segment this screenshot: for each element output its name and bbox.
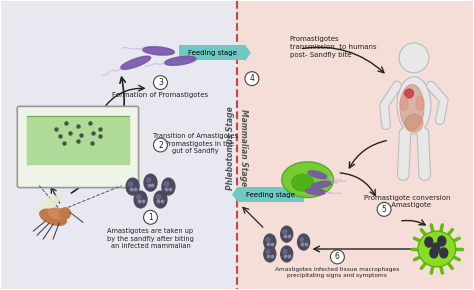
Bar (409, 71, 419, 83)
Text: 5: 5 (382, 205, 387, 214)
Bar (1, 1, 237, 289)
Ellipse shape (397, 77, 431, 134)
Text: Amastigotes are taken up
by the sandfly after biting
an infected mammalian: Amastigotes are taken up by the sandfly … (107, 228, 194, 249)
Ellipse shape (264, 246, 276, 262)
Ellipse shape (120, 56, 151, 69)
Circle shape (144, 210, 157, 224)
Ellipse shape (282, 162, 333, 197)
Ellipse shape (404, 89, 413, 98)
Text: Transition of Amastigotes
to Promastigotes in the
gut of Sandfly: Transition of Amastigotes to Promastigot… (153, 133, 238, 154)
Ellipse shape (312, 181, 331, 188)
Circle shape (154, 138, 167, 152)
Text: Feeding stage: Feeding stage (246, 191, 295, 197)
Ellipse shape (154, 191, 167, 208)
Ellipse shape (416, 97, 424, 110)
Ellipse shape (164, 56, 196, 65)
Ellipse shape (440, 248, 448, 258)
Text: 2: 2 (158, 140, 163, 150)
Polygon shape (232, 186, 238, 203)
Circle shape (330, 250, 345, 264)
Bar (237, 1, 473, 289)
FancyBboxPatch shape (238, 187, 304, 202)
Ellipse shape (292, 174, 313, 191)
Text: 3: 3 (158, 78, 163, 87)
Ellipse shape (281, 246, 292, 262)
Text: Feeding stage: Feeding stage (188, 50, 237, 56)
Polygon shape (245, 45, 251, 61)
Ellipse shape (308, 171, 327, 179)
Ellipse shape (144, 174, 157, 191)
Text: Promastigotes
transmission  to humans
post- Sandfly bite: Promastigotes transmission to humans pos… (290, 36, 376, 58)
Ellipse shape (306, 188, 326, 195)
Ellipse shape (430, 248, 438, 258)
Ellipse shape (128, 182, 133, 186)
Text: 4: 4 (249, 74, 255, 83)
Ellipse shape (425, 237, 433, 247)
Circle shape (154, 76, 167, 90)
Ellipse shape (162, 178, 175, 195)
Ellipse shape (143, 47, 174, 55)
Ellipse shape (40, 209, 66, 225)
FancyBboxPatch shape (17, 106, 138, 188)
Circle shape (377, 202, 391, 216)
Ellipse shape (126, 178, 139, 195)
Ellipse shape (264, 234, 276, 250)
Ellipse shape (156, 195, 161, 199)
Text: 1: 1 (148, 213, 153, 222)
Ellipse shape (164, 182, 169, 186)
Ellipse shape (300, 238, 304, 242)
Ellipse shape (283, 230, 287, 234)
Circle shape (245, 72, 259, 86)
Ellipse shape (146, 178, 151, 182)
Text: Amastigotes infected tissue macrophages
precipitating signs and symptoms: Amastigotes infected tissue macrophages … (275, 267, 400, 278)
Ellipse shape (137, 195, 141, 199)
Ellipse shape (405, 114, 423, 132)
Circle shape (399, 43, 429, 73)
Ellipse shape (400, 97, 408, 110)
Ellipse shape (266, 238, 270, 242)
Ellipse shape (432, 243, 440, 253)
Ellipse shape (134, 191, 147, 208)
Circle shape (60, 208, 71, 219)
Text: Formation of Promastigotes: Formation of Promastigotes (112, 92, 209, 97)
Ellipse shape (40, 197, 58, 210)
Text: Phlebotomus Stage: Phlebotomus Stage (226, 106, 235, 190)
Ellipse shape (283, 250, 287, 253)
Ellipse shape (298, 234, 310, 250)
Ellipse shape (48, 208, 66, 218)
Ellipse shape (266, 250, 270, 253)
Ellipse shape (400, 85, 424, 130)
Ellipse shape (438, 236, 446, 246)
Text: 6: 6 (335, 252, 340, 261)
Text: Mammalian Stage: Mammalian Stage (239, 109, 248, 186)
Ellipse shape (418, 231, 456, 267)
FancyBboxPatch shape (179, 46, 245, 60)
Ellipse shape (47, 195, 63, 204)
Ellipse shape (281, 226, 292, 242)
Text: Promastigote conversion
to Amastigote: Promastigote conversion to Amastigote (364, 195, 450, 208)
